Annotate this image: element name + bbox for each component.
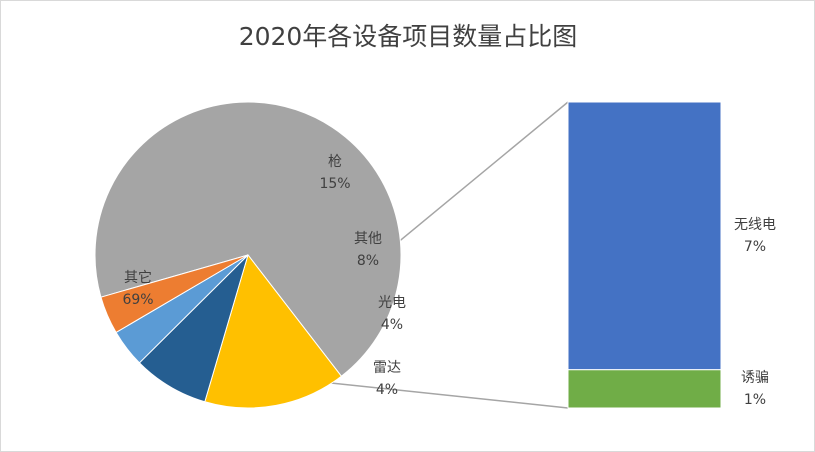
pie-label-value-4: 4% [376,382,398,398]
breakout-label-value-1: 1% [744,392,766,408]
pie-label-name-3: 光电 [378,295,406,311]
pie-label-name-2: 其他 [354,231,382,247]
data-labels: 其它 69% 枪 15% 其他 8% 光电 4% 雷达 4% 无线电 7% 诱骗 1% [122,153,776,408]
pie-label-value-0: 69% [122,292,153,308]
breakout-label-name-1: 诱骗 [741,370,769,386]
pie-label-value-1: 15% [319,176,350,192]
pie-slice-0 [94,101,402,377]
breakout-label-name-0: 无线电 [734,217,776,233]
pie-label-name-4: 雷达 [373,360,401,376]
breakout-bar [567,101,722,409]
pie-label-value-2: 8% [357,253,379,269]
chart-title: 2020年各设备项目数量占比图 [239,22,578,51]
pie-label-value-3: 4% [381,317,403,333]
pie-slice-1 [204,253,343,409]
pie [94,101,402,409]
breakout-label-value-0: 7% [744,239,766,255]
breakout-segment-1 [567,369,722,409]
breakout-segment-0 [567,101,722,371]
pie-label-name-0: 其它 [124,269,152,286]
pie-label-name-1: 枪 [328,153,342,170]
pie-slice-4 [100,254,249,334]
